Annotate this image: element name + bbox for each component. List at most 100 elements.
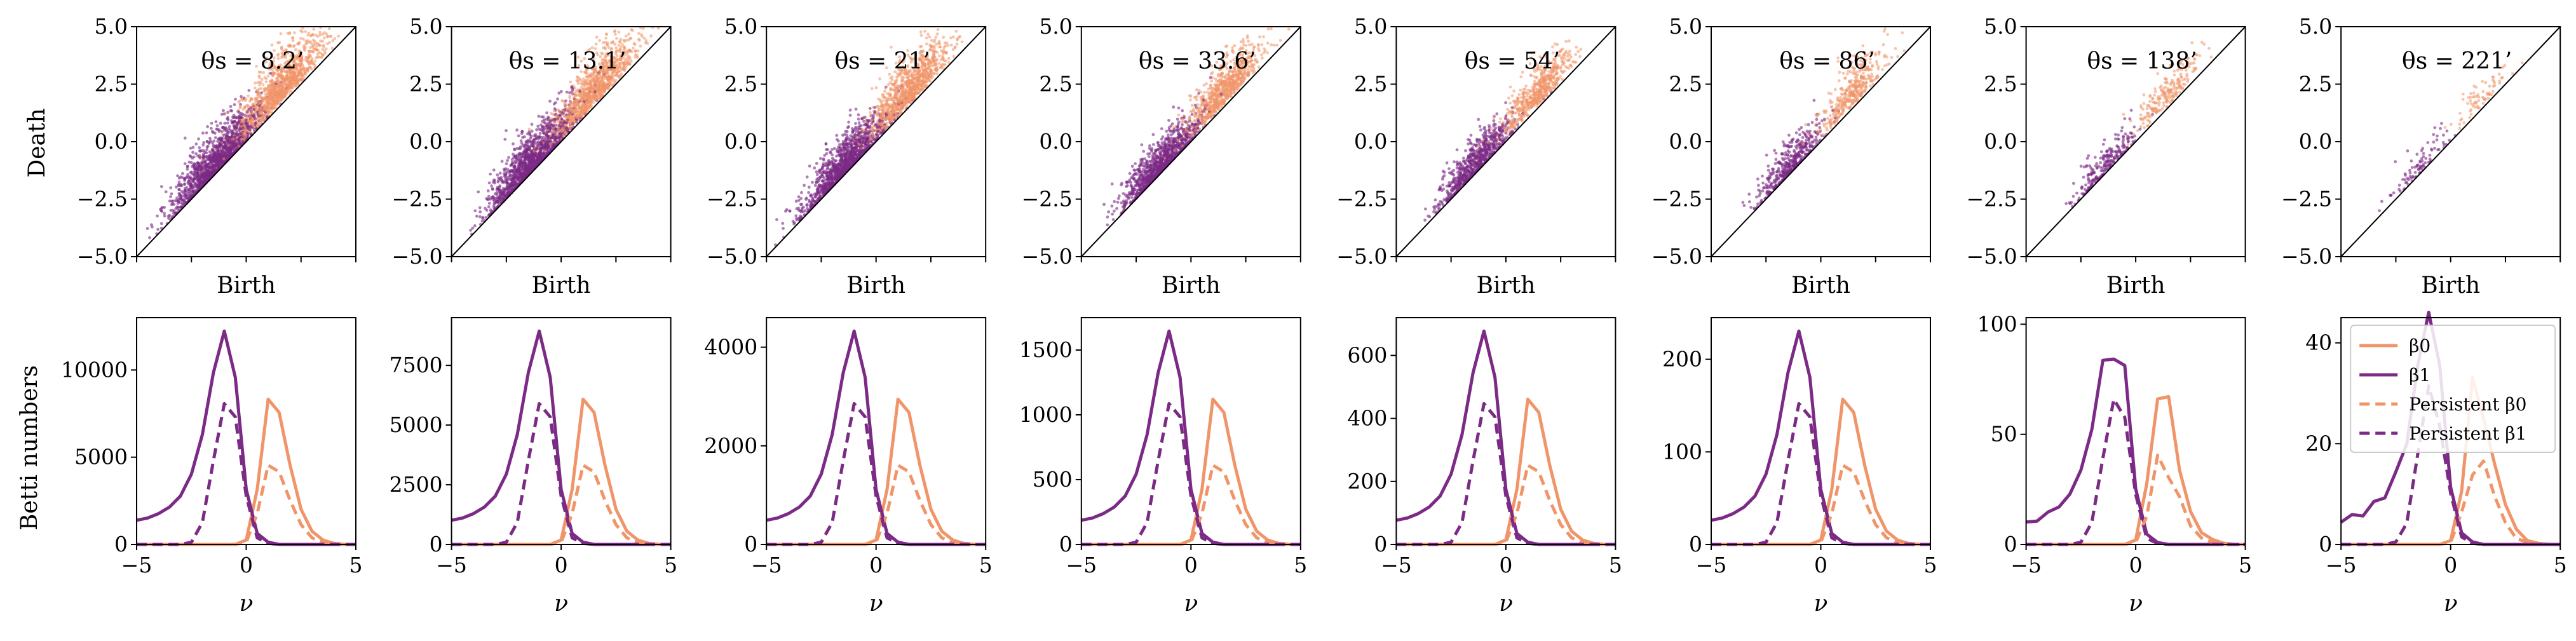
- h1-point: [175, 186, 178, 189]
- h0-point: [272, 94, 276, 98]
- h1-point: [177, 188, 181, 192]
- h1-point: [502, 168, 506, 171]
- h1-point: [473, 209, 477, 213]
- h1-point: [478, 206, 482, 210]
- h1-point: [198, 156, 201, 160]
- h1-point: [485, 198, 489, 201]
- h1-point: [523, 147, 527, 151]
- h1-point: [487, 201, 491, 205]
- h0-point: [633, 43, 637, 46]
- h1-point: [169, 208, 173, 212]
- h1-point: [220, 130, 224, 133]
- h0-point: [576, 88, 580, 91]
- h0-point: [313, 39, 316, 43]
- h0-point: [285, 83, 288, 87]
- h1-point: [189, 155, 193, 158]
- h1-point: [185, 175, 189, 179]
- h0-point: [618, 41, 622, 44]
- h1-point: [232, 116, 236, 119]
- h0-point: [581, 102, 585, 106]
- h1-point: [205, 131, 208, 135]
- h1-point: [198, 179, 201, 183]
- h1-point: [492, 168, 496, 172]
- h1-point: [216, 140, 219, 144]
- h1-point: [156, 214, 159, 218]
- h0-point: [275, 77, 278, 80]
- h1-point: [531, 157, 534, 161]
- h1-point: [223, 121, 227, 125]
- h1-point: [524, 162, 527, 166]
- betti-series-β0: [137, 397, 356, 546]
- betti-xlabel-0: ν: [240, 591, 254, 617]
- h0-point: [255, 118, 258, 122]
- h0-point: [262, 98, 266, 102]
- h1-point: [197, 137, 200, 141]
- h0-point: [276, 93, 280, 97]
- h0-point: [254, 81, 257, 85]
- h0-point: [309, 40, 312, 44]
- h0-point: [269, 62, 272, 65]
- h0-point: [262, 90, 266, 93]
- h0-point: [313, 47, 316, 51]
- h1-point: [205, 145, 209, 149]
- h1-point: [505, 162, 508, 166]
- h0-point: [314, 33, 318, 37]
- h0-point: [268, 79, 272, 83]
- h1-point: [520, 132, 524, 135]
- h1-point: [538, 132, 542, 135]
- h1-point: [226, 121, 229, 125]
- h0-point: [320, 55, 324, 58]
- h0-point: [311, 44, 315, 48]
- h1-point: [170, 199, 173, 203]
- h0-point: [255, 100, 259, 104]
- h0-point: [253, 86, 257, 90]
- h0-point: [629, 60, 633, 63]
- h0-point: [318, 30, 322, 34]
- h1-point: [544, 152, 547, 156]
- h0-point: [594, 43, 598, 46]
- h1-point: [215, 124, 219, 128]
- h0-point: [576, 76, 580, 79]
- h0-point: [251, 124, 255, 128]
- h0-point: [277, 88, 280, 92]
- h1-point: [513, 181, 517, 184]
- h1-point: [471, 226, 475, 230]
- h1-point: [164, 190, 168, 194]
- h0-point: [258, 83, 261, 87]
- h0-point: [262, 113, 266, 117]
- h0-point: [225, 111, 229, 115]
- h1-point: [220, 126, 224, 130]
- h1-point: [247, 89, 251, 92]
- h0-point: [306, 60, 310, 64]
- h1-point: [521, 135, 524, 139]
- xtick-label: −5: [121, 553, 153, 577]
- h0-point: [286, 51, 290, 55]
- h0-point: [568, 123, 572, 126]
- h1-point: [546, 116, 550, 119]
- h0-point: [268, 64, 271, 67]
- h1-point: [229, 105, 233, 109]
- h1-point: [239, 103, 242, 106]
- h1-point: [549, 146, 553, 150]
- h0-point: [304, 42, 308, 46]
- h0-point: [238, 105, 242, 109]
- h1-point: [545, 131, 549, 135]
- h1-point: [179, 205, 182, 209]
- h0-point: [291, 51, 295, 55]
- h1-point: [513, 147, 516, 151]
- h0-point: [316, 52, 319, 56]
- h1-point: [193, 181, 197, 185]
- h1-point: [191, 165, 194, 168]
- h1-point: [214, 168, 217, 172]
- h0-point: [583, 92, 586, 95]
- h0-point: [306, 69, 309, 73]
- h1-point: [548, 120, 552, 124]
- h1-point: [496, 180, 500, 184]
- h1-point: [163, 212, 166, 215]
- h0-point: [294, 84, 297, 88]
- h0-point: [587, 106, 591, 110]
- h1-point: [229, 139, 233, 142]
- h0-point: [609, 41, 613, 44]
- h1-point: [210, 158, 214, 162]
- h0-point: [646, 41, 649, 45]
